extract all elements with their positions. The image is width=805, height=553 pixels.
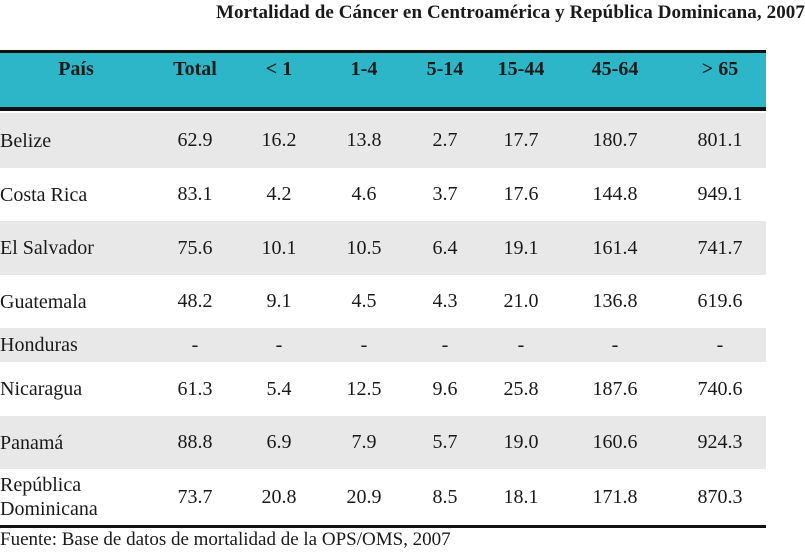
value-cell: 17.6	[503, 183, 539, 205]
country-cell: Belize	[0, 129, 52, 152]
country-cell: Nicaragua	[0, 378, 83, 400]
value-cell: 12.5	[346, 377, 382, 400]
table-source-note: Fuente: Base de datos de mortalidad de l…	[0, 529, 451, 550]
value-cell: 801.1	[697, 129, 743, 151]
value-cell: -	[517, 333, 525, 356]
table-row: Honduras - - - - - - -	[0, 328, 766, 362]
top-rule	[0, 50, 766, 53]
column-header: 5-14	[426, 58, 464, 80]
country-cell: Panamá	[0, 431, 64, 454]
value-cell: -	[191, 333, 199, 356]
value-cell: 13.8	[346, 129, 382, 151]
value-cell: 73.7	[177, 485, 213, 508]
value-cell: 48.2	[177, 290, 213, 312]
column-header: > 65	[701, 58, 739, 80]
value-cell: 619.6	[697, 290, 743, 312]
value-cell: -	[441, 333, 449, 356]
value-cell: 740.6	[697, 377, 743, 400]
value-cell: 171.8	[592, 485, 638, 508]
value-cell: -	[360, 333, 368, 356]
country-cell: Costa Rica	[0, 183, 88, 206]
column-header: 45-64	[591, 58, 639, 80]
value-cell: 187.6	[592, 377, 638, 400]
value-cell: 741.7	[697, 236, 743, 259]
column-header: 15-44	[497, 58, 545, 80]
value-cell: -	[611, 333, 619, 356]
column-header: < 1	[265, 58, 293, 80]
value-cell: 136.8	[592, 290, 638, 312]
value-cell: 8.5	[432, 485, 458, 508]
value-cell: 75.6	[177, 236, 213, 259]
value-cell: 7.9	[351, 431, 377, 453]
value-cell: 4.2	[266, 183, 292, 205]
table-row: República Dominicana 73.7 20.8 20.9 8.5 18.1 1…	[0, 469, 766, 525]
value-cell: 2.7	[432, 129, 458, 151]
value-cell: 16.2	[261, 129, 297, 151]
value-cell: 9.1	[266, 290, 292, 312]
value-cell: 83.1	[177, 183, 213, 205]
value-cell: 4.5	[351, 290, 377, 312]
value-cell: 10.1	[261, 236, 297, 259]
bottom-rule	[0, 525, 766, 528]
table-row: Belize 62.9 16.2 13.8 2.7 17.7 180.7 801.1	[0, 113, 766, 168]
value-cell: 4.3	[432, 290, 458, 312]
value-cell: 10.5	[346, 236, 382, 259]
value-cell: 19.0	[503, 431, 539, 453]
value-cell: 17.7	[503, 129, 539, 151]
table-row: Nicaragua 61.3 5.4 12.5 9.6 25.8 187.6 740.6	[0, 362, 766, 416]
table-row: Guatemala 48.2 9.1 4.5 4.3 21.0 136.8 619.6	[0, 275, 766, 328]
value-cell: 180.7	[592, 129, 638, 151]
value-cell: 25.8	[503, 377, 539, 400]
value-cell: 6.4	[432, 236, 458, 259]
value-cell: 870.3	[697, 485, 743, 508]
value-cell: 4.6	[351, 183, 377, 205]
value-cell: 161.4	[592, 236, 638, 259]
country-cell: Honduras	[0, 334, 78, 356]
value-cell: 20.9	[346, 485, 382, 508]
value-cell: 21.0	[503, 290, 539, 312]
value-cell: 61.3	[177, 377, 213, 400]
value-cell: 5.7	[432, 431, 458, 453]
country-cell: El Salvador	[0, 237, 94, 259]
value-cell: 18.1	[503, 485, 539, 508]
value-cell: 144.8	[592, 183, 638, 205]
value-cell: 62.9	[177, 129, 213, 151]
value-cell: 20.8	[261, 485, 297, 508]
table-title: Mortalidad de Cáncer en Centroamérica y …	[215, 2, 805, 23]
value-cell: 88.8	[177, 431, 213, 453]
value-cell: 5.4	[266, 377, 292, 400]
column-header: País	[58, 58, 94, 80]
value-cell: 19.1	[503, 236, 539, 259]
value-cell: 160.6	[592, 431, 638, 453]
table-row: Panamá 88.8 6.9 7.9 5.7 19.0 160.6 924.3	[0, 416, 766, 469]
value-cell: 6.9	[266, 431, 292, 453]
table-header: País Total < 1 1-4 5-14 15-44 45-64 > 65	[0, 53, 766, 111]
value-cell: -	[716, 333, 724, 356]
value-cell: -	[275, 333, 283, 356]
value-cell: 3.7	[432, 183, 458, 205]
column-header: Total	[173, 58, 217, 80]
country-cell: Guatemala	[0, 290, 87, 313]
value-cell: 924.3	[697, 431, 743, 453]
value-cell: 9.6	[432, 377, 458, 400]
country-cell: República Dominicana	[0, 474, 98, 520]
value-cell: 949.1	[697, 183, 743, 205]
column-header: 1-4	[350, 58, 378, 80]
table-row: El Salvador 75.6 10.1 10.5 6.4 19.1 161.4 741.7	[0, 221, 766, 275]
table-row: Costa Rica 83.1 4.2 4.6 3.7 17.6 144.8 949.1	[0, 168, 766, 221]
